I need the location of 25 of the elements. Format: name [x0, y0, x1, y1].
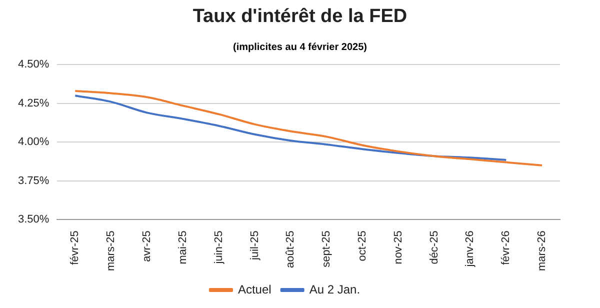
- y-tick-label: 4.25%: [18, 97, 50, 110]
- x-tick-label: juil-25: [248, 230, 261, 262]
- y-tick-label: 4.50%: [18, 58, 50, 71]
- x-tick-label: mai-25: [176, 230, 189, 264]
- x-tick-label: août-25: [284, 230, 297, 268]
- y-tick-label: 4.00%: [18, 136, 50, 148]
- y-tick-label: 3.50%: [18, 214, 50, 226]
- x-tick-label: déc-25: [428, 230, 440, 264]
- x-tick-label: oct-25: [356, 230, 368, 262]
- x-tick-label: avr-25: [141, 230, 154, 262]
- y-tick-label: 3.75%: [18, 174, 50, 187]
- chart-subtitle: (implicites au 4 février 2025): [232, 42, 368, 53]
- x-tick-label: juin-25: [212, 230, 225, 265]
- x-tick-label: sept-25: [320, 230, 333, 268]
- line-series: [74, 94, 508, 161]
- legend-label: Actuel: [238, 282, 272, 296]
- x-tick-label: févr-25: [69, 230, 82, 265]
- x-tick-label: mars-25: [105, 230, 118, 271]
- x-tick-label: mars-26: [536, 230, 548, 271]
- chart-title: Taux d'intérêt de la FED: [192, 6, 408, 28]
- legend-label: Au 2 Jan.: [309, 282, 360, 296]
- x-tick-label: févr-26: [500, 230, 512, 265]
- line-series: [74, 90, 544, 166]
- x-tick-label: janv-26: [464, 230, 476, 268]
- x-tick-label: nov-25: [392, 230, 404, 264]
